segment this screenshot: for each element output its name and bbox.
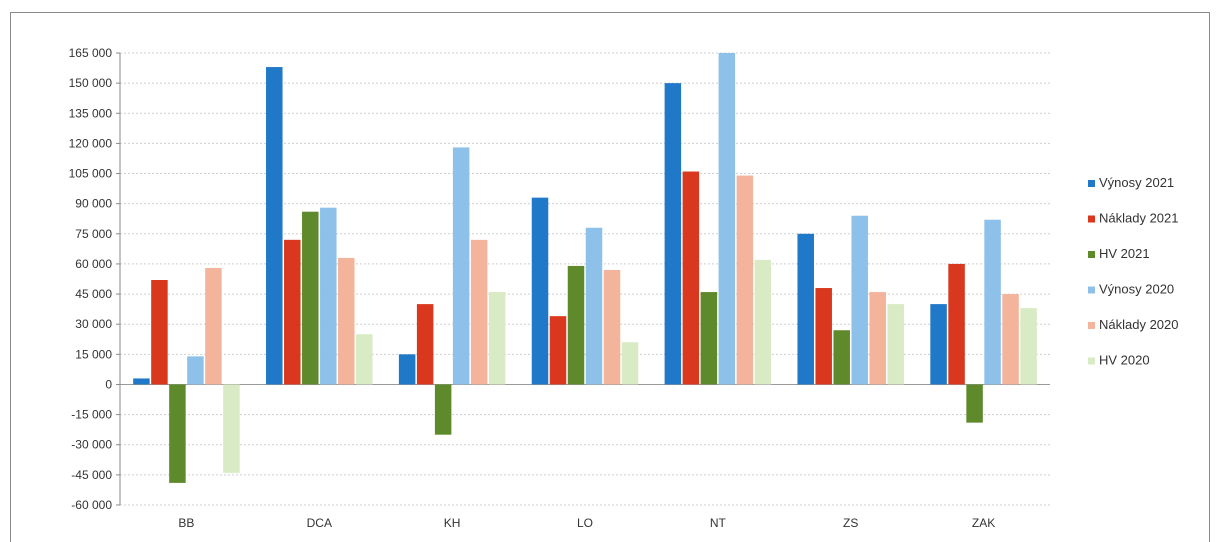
bar (603, 269, 621, 385)
bar (488, 292, 506, 385)
bar (320, 207, 337, 385)
legend-swatch (1088, 357, 1095, 365)
y-tick-label: 0 (105, 377, 112, 391)
chart-frame (10, 12, 1210, 542)
y-tick-label: 120 000 (69, 136, 113, 150)
bar (700, 292, 718, 385)
category-label: ZAK (972, 516, 995, 530)
bar (1020, 308, 1037, 385)
y-tick-label: 90 000 (75, 197, 112, 211)
bar (754, 259, 772, 385)
bar (187, 356, 204, 385)
bar (470, 239, 488, 385)
bar (356, 334, 373, 385)
bars (133, 53, 1037, 483)
y-axis: 165 000 150 000 135 000 120 000 105 000 90 00… (69, 46, 121, 512)
bar (398, 354, 416, 385)
category-label: KH (444, 516, 461, 530)
bar (585, 227, 603, 385)
bar (133, 378, 150, 385)
legend-label: Náklady 2021 (1099, 211, 1179, 226)
legend-swatch (1088, 322, 1095, 329)
bar (205, 267, 222, 385)
bar (797, 233, 814, 385)
bar (736, 175, 754, 385)
legend-swatch (1088, 180, 1095, 187)
y-tick-label: 165 000 (69, 46, 113, 60)
y-tick-label: 30 000 (75, 317, 112, 331)
legend-label: Náklady 2020 (1099, 317, 1179, 332)
bar (338, 257, 355, 385)
bar (284, 239, 301, 385)
y-tick-label: 15 000 (75, 347, 112, 361)
bar (416, 304, 434, 385)
legend-label: HV 2020 (1099, 353, 1150, 368)
bar (869, 292, 886, 385)
bar (1002, 294, 1019, 385)
bar (948, 263, 965, 385)
category-label: DCA (307, 516, 332, 530)
bar (567, 265, 585, 385)
category-label: NT (710, 516, 727, 530)
grid-layer (120, 52, 1050, 506)
bar (984, 219, 1001, 385)
bar (452, 147, 470, 385)
bar (815, 288, 832, 385)
legend: Výnosy 2021 Náklady 2021 HV 2021 Výnosy 202… (1088, 175, 1179, 368)
y-tick-label: 60 000 (75, 257, 112, 271)
y-tick-label: 105 000 (69, 167, 113, 181)
category-label: LO (577, 516, 593, 530)
legend-label: HV 2021 (1099, 246, 1150, 261)
legend-label: Výnosy 2021 (1099, 175, 1174, 190)
y-tick-label: 135 000 (69, 106, 113, 120)
legend-swatch (1088, 286, 1095, 294)
bar (930, 304, 947, 385)
legend-swatch (1088, 251, 1095, 258)
bar (266, 67, 283, 385)
bar (223, 384, 240, 473)
bar (621, 342, 639, 385)
bar (833, 330, 850, 385)
bar (887, 304, 904, 385)
bar (966, 384, 983, 423)
y-tick-label: -60 000 (71, 498, 112, 512)
x-axis: BB DCA KH LO NT ZS ZAK (178, 516, 995, 530)
bar (664, 83, 682, 385)
legend-label: Výnosy 2020 (1099, 282, 1174, 297)
bar (151, 280, 168, 385)
y-tick-label: -15 000 (71, 408, 112, 422)
bar (302, 211, 319, 385)
y-tick-label: 45 000 (75, 287, 112, 301)
category-label: BB (178, 516, 194, 530)
bar (531, 197, 549, 385)
y-tick-label: -45 000 (71, 468, 112, 482)
bar (434, 384, 452, 435)
bar (549, 316, 567, 385)
y-tick-label: 150 000 (69, 76, 113, 90)
y-tick-label: 75 000 (75, 227, 112, 241)
bar (851, 215, 868, 385)
bar (169, 384, 186, 483)
category-label: ZS (843, 516, 858, 530)
bar (682, 171, 700, 385)
y-tick-label: -30 000 (71, 438, 112, 452)
legend-swatch (1088, 215, 1095, 223)
bar (718, 53, 736, 385)
